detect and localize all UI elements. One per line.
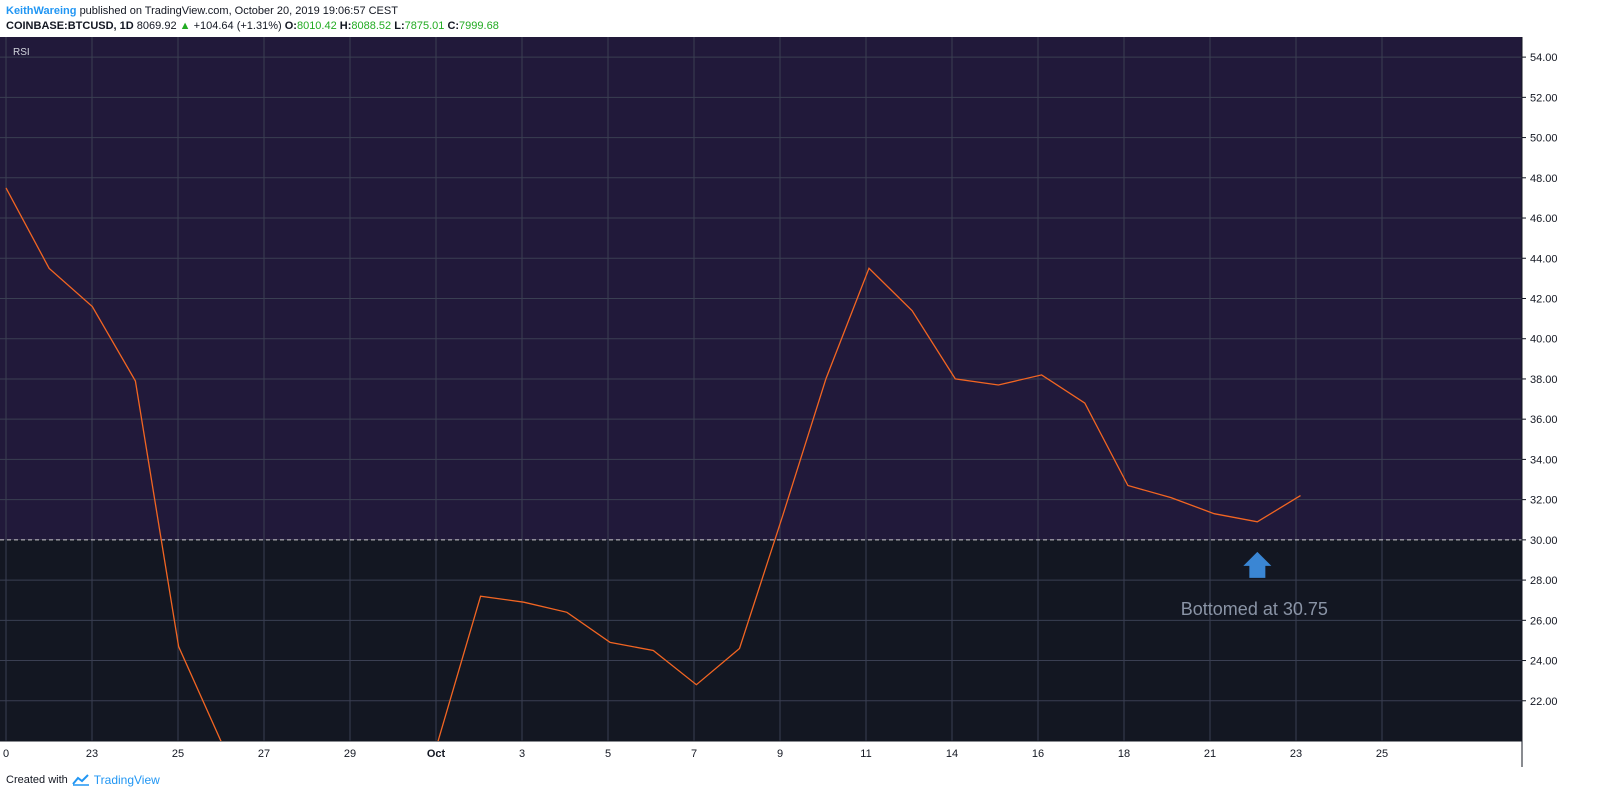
chart-area[interactable]: 54.00 52.00 50.00 48.00 46.00 44.00 42.00 40.00… <box>0 37 1600 767</box>
annotation-text: Bottomed at 30.75 <box>1181 599 1328 619</box>
chart-title: RSI <box>13 47 30 58</box>
publish-line: KeithWareing published on TradingView.co… <box>6 4 499 19</box>
published-text: published on TradingView.com, October 20… <box>79 5 398 17</box>
y-tick-label: 46.00 <box>1530 213 1558 225</box>
low-label: L: <box>394 20 405 32</box>
tradingview-logo-icon <box>71 774 89 786</box>
time-scale-bg <box>0 741 1522 767</box>
close-value: 7999.68 <box>459 20 499 32</box>
close-label: C: <box>447 20 460 32</box>
lower-zone <box>0 539 1522 741</box>
x-tick-label: 3 <box>519 748 525 760</box>
rsi-chart[interactable]: 54.00 52.00 50.00 48.00 46.00 44.00 42.00 40.00… <box>0 37 1600 767</box>
x-tick-label: 16 <box>1032 748 1044 760</box>
y-tick-label: 30.00 <box>1530 535 1558 547</box>
price-change: +104.64 (+1.31%) <box>193 20 282 32</box>
x-tick-label: 9 <box>777 748 783 760</box>
price-scale-bg <box>1522 37 1600 767</box>
y-tick-label: 36.00 <box>1530 414 1558 426</box>
y-tick-label: 40.00 <box>1530 334 1558 346</box>
ohlc-line: COINBASE:BTCUSD, 1D 8069.92 ▲ +104.64 (+… <box>6 19 499 34</box>
annotation-arrow <box>1243 551 1272 578</box>
x-tick-label: 21 <box>1204 748 1216 760</box>
x-tick-label: 11 <box>860 748 871 760</box>
x-tick-label: 27 <box>258 748 270 760</box>
x-tick-label: 7 <box>691 748 697 760</box>
y-tick-label: 42.00 <box>1530 293 1558 305</box>
x-tick-label: 25 <box>172 748 184 760</box>
footer: Created with TradingView <box>6 773 160 787</box>
y-tick-label: 34.00 <box>1530 454 1558 466</box>
chart-header: KeithWareing published on TradingView.co… <box>6 4 499 34</box>
last-price: 8069.92 <box>136 20 177 32</box>
created-with-label: Created with <box>6 774 68 786</box>
y-tick-label: 38.00 <box>1530 374 1558 386</box>
author-link[interactable]: KeithWareing <box>6 5 77 17</box>
y-tick-label: 44.00 <box>1530 253 1558 265</box>
y-tick-label: 28.00 <box>1530 575 1558 587</box>
x-tick-label: 23 <box>1290 748 1302 760</box>
x-tick-label: 18 <box>1118 748 1130 760</box>
up-arrow-icon: ▲ <box>179 20 191 32</box>
open-label: O: <box>284 20 297 32</box>
high-value: 8088.52 <box>351 20 392 32</box>
x-tick-label: Oct <box>427 748 446 760</box>
x-tick-label: 0 <box>3 748 9 760</box>
up-arrow-icon <box>1243 551 1272 578</box>
low-value: 7875.01 <box>404 20 445 32</box>
y-tick-label: 32.00 <box>1530 495 1558 507</box>
x-tick-label: 25 <box>1376 748 1388 760</box>
open-value: 8010.42 <box>296 20 337 32</box>
high-label: H: <box>339 20 352 32</box>
x-tick-label: 5 <box>605 748 611 760</box>
y-tick-label: 50.00 <box>1530 133 1558 145</box>
x-tick-label: 29 <box>344 748 356 760</box>
y-tick-label: 24.00 <box>1530 656 1558 668</box>
x-tick-label: 23 <box>86 748 98 760</box>
y-tick-label: 54.00 <box>1530 52 1558 64</box>
tradingview-brand[interactable]: TradingView <box>93 773 160 787</box>
y-tick-label: 26.00 <box>1530 615 1558 627</box>
x-tick-label: 14 <box>946 748 958 760</box>
y-tick-label: 48.00 <box>1530 173 1558 185</box>
upper-zone <box>0 37 1522 540</box>
symbol-label: COINBASE:BTCUSD, 1D <box>6 20 134 32</box>
y-tick-label: 52.00 <box>1530 92 1558 104</box>
y-tick-label: 22.00 <box>1530 696 1558 708</box>
